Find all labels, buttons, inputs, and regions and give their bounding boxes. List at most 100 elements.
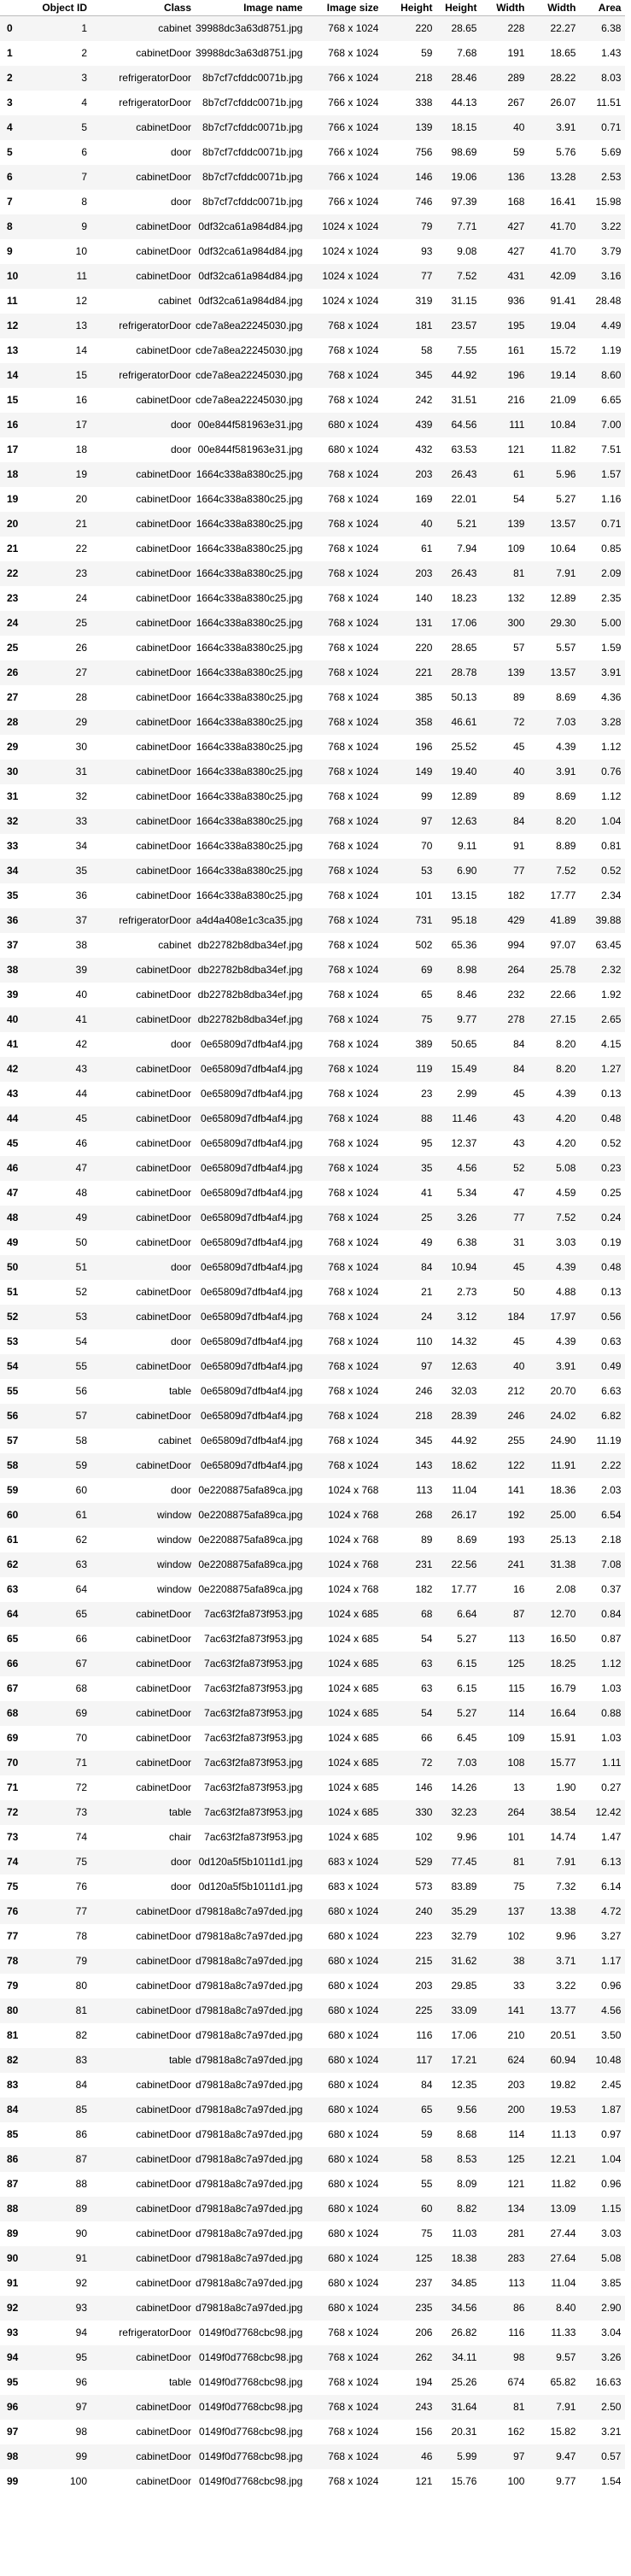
row-index: 64	[0, 1602, 29, 1627]
object-id-cell: 7	[29, 165, 91, 190]
row-index: 70	[0, 1751, 29, 1775]
width-pct-cell: 5.76	[556, 146, 576, 158]
height-px-cell: 89	[421, 1534, 433, 1546]
height-pct-cell: 5.27	[457, 1633, 477, 1645]
row-index: 60	[0, 1503, 29, 1528]
width-px-cell: 13	[513, 1781, 525, 1793]
image-name-cell: 7ac63f2fa873f953.jpg	[204, 1831, 303, 1843]
table-row: 37 38 cabinet db22782b8dba34ef.jpg 768 x 102…	[0, 933, 625, 958]
image-size-cell: 680 x 1024	[307, 1949, 383, 1974]
area-cell: 2.09	[580, 561, 626, 586]
image-size-cell: 1024 x 685	[307, 1800, 383, 1825]
column-header-object-id: Object ID	[29, 0, 91, 16]
width-px-cell: 210	[507, 2029, 525, 2041]
image-size-cell: 768 x 1024	[307, 2444, 383, 2469]
height-px-cell: 58	[421, 344, 433, 356]
table-row: 64 65 cabinetDoor 7ac63f2fa873f953.jpg 1024 …	[0, 1602, 626, 1627]
width-pct-cell: 25.13	[550, 1534, 576, 1546]
table-row: 65 66 cabinetDoor 7ac63f2fa873f953.jpg 1024 …	[0, 1627, 625, 1652]
class-cell: cabinetDoor	[136, 2178, 191, 2190]
row-index: 69	[7, 1732, 19, 1744]
image-name-cell: 0149f0d7768cbc98.jpg	[199, 2426, 303, 2438]
table-row: 72 73 table 7ac63f2fa873f953.jpg 1024 x 685 3…	[0, 1800, 626, 1825]
height-pct-cell: 17.06	[436, 611, 482, 636]
object-id-cell: 60	[75, 1484, 87, 1496]
area-cell: 0.52	[580, 859, 626, 883]
image-size-cell: 1024 x 685	[307, 1652, 383, 1676]
image-name-cell: 0d120a5f5b1011d1.jpg	[196, 1850, 307, 1875]
class-cell: cabinet	[158, 939, 191, 951]
image-size-cell: 768 x 1024	[307, 710, 383, 735]
width-px-cell: 125	[481, 1652, 529, 1676]
row-index: 44	[0, 1106, 29, 1131]
class-cell: cabinet	[158, 295, 191, 307]
table-row: 17 18 door 00e844f581963e31.jpg 680 x 1024 43…	[0, 437, 625, 462]
height-px-cell: 330	[383, 1800, 437, 1825]
object-id-cell: 17	[29, 413, 91, 437]
object-id-cell: 99	[29, 2444, 91, 2469]
image-name-cell: 0e65809d7dfb4af4.jpg	[196, 1453, 307, 1478]
table-row: 12 13 refrigeratorDoor cde7a8ea22245030.jpg…	[0, 314, 626, 338]
width-pct-cell: 22.66	[550, 989, 576, 1000]
class-cell: cabinetDoor	[91, 710, 196, 735]
width-pct-cell: 19.53	[529, 2098, 581, 2122]
width-pct-cell: 8.40	[529, 2296, 581, 2321]
class-cell: chair	[168, 1831, 191, 1843]
image-size-cell: 768 x 1024	[307, 660, 383, 685]
class-cell: cabinetDoor	[136, 1930, 191, 1942]
width-pct-cell: 28.22	[529, 66, 581, 91]
row-index: 73	[7, 1831, 19, 1843]
width-px-cell: 102	[507, 1930, 525, 1942]
table-row: 13 14 cabinetDoor cde7a8ea22245030.jpg 768 x…	[0, 338, 625, 363]
height-px-cell: 116	[416, 2029, 433, 2041]
class-cell: cabinetDoor	[136, 989, 191, 1000]
area-cell: 3.85	[601, 2277, 622, 2289]
row-index: 62	[0, 1552, 29, 1577]
width-px-cell: 77	[481, 1206, 529, 1230]
height-px-cell: 117	[383, 2048, 437, 2073]
area-cell: 0.84	[580, 1602, 626, 1627]
height-px-cell: 242	[415, 394, 433, 406]
width-pct-cell: 8.89	[556, 840, 576, 852]
area-cell: 2.45	[601, 2079, 622, 2091]
width-px-cell: 283	[481, 2246, 529, 2271]
area-cell: 1.19	[601, 344, 622, 356]
object-id-cell: 33	[29, 809, 91, 834]
table-row: 42 43 cabinetDoor 0e65809d7dfb4af4.jpg 768 x…	[0, 1057, 626, 1082]
object-id-cell: 23	[29, 561, 91, 586]
height-pct-cell: 15.49	[436, 1057, 482, 1082]
row-index: 53	[7, 1335, 19, 1347]
width-pct-cell: 4.20	[556, 1137, 576, 1149]
width-px-cell: 77	[481, 859, 529, 883]
width-pct-cell: 3.91	[529, 1354, 581, 1379]
height-px-cell: 95	[421, 1137, 433, 1149]
image-name-cell: d79818a8c7a97ded.jpg	[196, 1998, 307, 2023]
object-id-cell: 88	[75, 2178, 87, 2190]
object-id-cell: 80	[75, 1980, 87, 1992]
area-cell: 10.48	[580, 2048, 626, 2073]
table-row: 1 2 cabinetDoor 39988dc3a63d8751.jpg 768 x 1…	[0, 41, 625, 66]
width-pct-cell: 4.39	[529, 1255, 581, 1280]
height-pct-cell: 31.51	[451, 394, 477, 406]
table-row: 63 64 window 0e2208875afa89ca.jpg 1024 x 768…	[0, 1577, 625, 1602]
class-cell: cabinetDoor	[91, 1453, 196, 1478]
height-pct-cell: 22.01	[451, 493, 477, 505]
row-index: 12	[0, 314, 29, 338]
width-px-cell: 113	[508, 2277, 525, 2289]
image-size-cell: 680 x 1024	[307, 1998, 383, 2023]
image-name-cell: 0e65809d7dfb4af4.jpg	[196, 1057, 307, 1082]
object-id-cell: 86	[75, 2128, 87, 2140]
height-px-cell: 203	[383, 462, 437, 487]
image-size-cell: 1024 x 768	[328, 1583, 379, 1595]
object-id-cell: 4	[81, 97, 87, 109]
table-row: 26 27 cabinetDoor 1664c338a8380c25.jpg 768 x…	[0, 660, 626, 685]
height-pct-cell: 28.65	[451, 642, 477, 654]
image-name-cell: 0df32ca61a984d84.jpg	[196, 214, 307, 239]
height-pct-cell: 11.46	[436, 1106, 482, 1131]
height-pct-cell: 9.56	[436, 2098, 482, 2122]
width-px-cell: 81	[481, 561, 529, 586]
object-id-cell: 32	[75, 790, 87, 802]
object-id-cell: 9	[29, 214, 91, 239]
height-px-cell: 203	[415, 1980, 433, 1992]
width-px-cell: 195	[481, 314, 529, 338]
